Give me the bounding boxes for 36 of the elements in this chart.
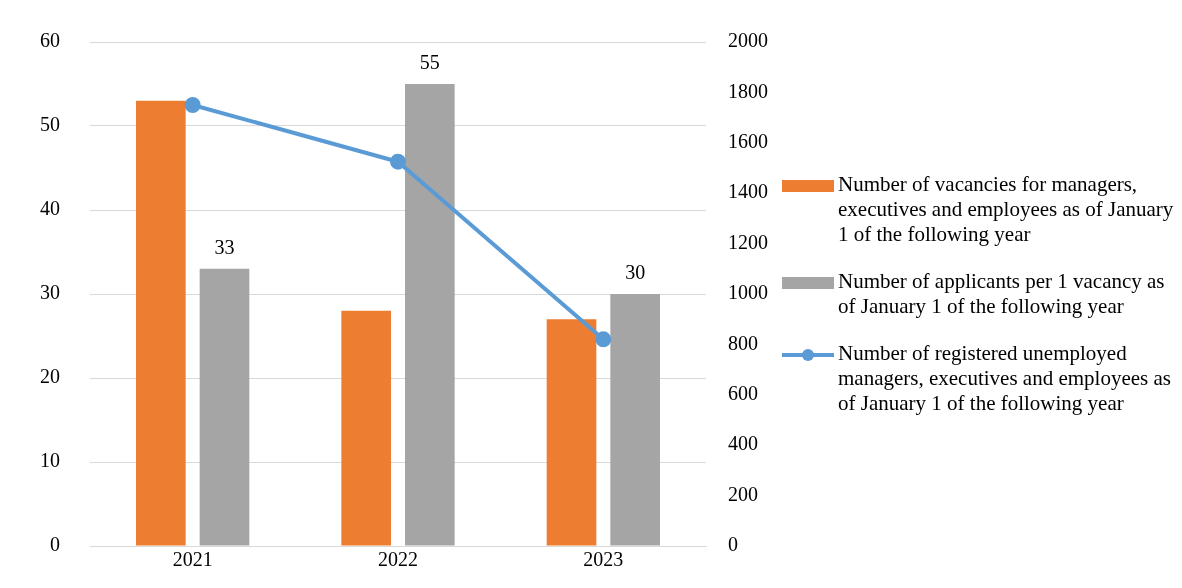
data-label: 30 (625, 261, 646, 284)
y2-tick-label: 600 (728, 382, 758, 405)
y2-tick-label: 0 (728, 533, 738, 556)
bar (341, 310, 391, 546)
y2-tick-label: 1200 (728, 230, 768, 253)
y2-tick-label: 1800 (728, 79, 768, 102)
legend-label: Number of applicants per 1 vacancy as of January 1 of the following year (838, 269, 1166, 319)
y2-tick-label: 400 (728, 432, 758, 455)
data-label: 33 (214, 236, 235, 259)
x-tick-label: 2023 (583, 548, 624, 571)
bar (405, 84, 455, 546)
bar (136, 100, 186, 546)
y2-tick-label: 2000 (728, 29, 768, 52)
y2-tick-label: 1000 (728, 281, 768, 304)
bar (546, 319, 597, 546)
y-tick-label: 50 (40, 113, 60, 136)
y2-tick-label: 200 (728, 482, 758, 505)
point (184, 97, 201, 113)
legend-label: Number of vacancies for managers, executives and employees as of January 1 of the following year (838, 172, 1175, 247)
bar (610, 294, 660, 546)
legend-label: Number of registered unemployed managers, executives and employees as of January 1 of the following year (838, 341, 1172, 416)
x-tick-label: 2022 (378, 548, 418, 571)
point (390, 153, 406, 170)
y-tick-label: 40 (40, 197, 60, 220)
y-tick-label: 60 (40, 29, 60, 52)
x-tick-label: 2021 (172, 548, 213, 571)
y2-tick-label: 1600 (728, 130, 768, 153)
y-tick-label: 20 (40, 365, 60, 388)
y-tick-label: 0 (50, 533, 60, 556)
y-tick-label: 30 (40, 281, 60, 304)
bar (199, 268, 250, 546)
y2-tick-label: 1400 (728, 180, 768, 203)
y-tick-label: 10 (40, 449, 60, 472)
data-label: 55 (419, 51, 440, 74)
y2-tick-label: 800 (728, 331, 758, 354)
point (595, 331, 612, 348)
